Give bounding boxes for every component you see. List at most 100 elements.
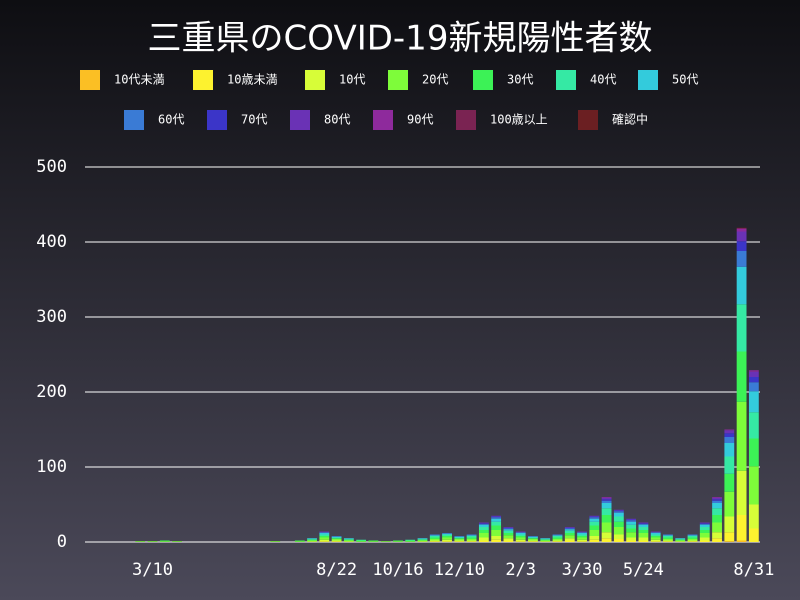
bar-segment	[540, 540, 551, 542]
legend-swatch	[388, 70, 408, 90]
bar-segment	[405, 540, 416, 542]
bar-segment	[626, 540, 637, 542]
bar-segment	[724, 516, 735, 533]
bar-segment	[589, 539, 600, 542]
bar-segment	[466, 535, 477, 536]
bar-segment	[724, 532, 735, 542]
bar-segment	[626, 528, 637, 533]
y-tick-label: 300	[36, 307, 67, 327]
bar-segment	[356, 541, 367, 542]
bar-segment	[601, 500, 612, 503]
bar-segment	[356, 540, 367, 542]
bar-segment	[650, 536, 661, 538]
bar-segment	[687, 534, 698, 536]
bar-segment	[343, 539, 354, 540]
bar-segment	[319, 537, 330, 540]
bar-segment	[613, 521, 624, 527]
bar-segment	[503, 528, 514, 530]
legend-label: 70代	[241, 113, 267, 127]
legend-label: 10代未満	[114, 73, 164, 87]
bar-segment	[736, 470, 747, 515]
bar-segment	[650, 541, 661, 542]
bar-segment	[417, 538, 428, 539]
bar-segment	[491, 530, 502, 536]
bar-segment	[613, 534, 624, 539]
bar-segment	[687, 536, 698, 538]
bar-segment	[491, 515, 502, 517]
bar-segment	[442, 533, 452, 534]
bar-segment	[491, 525, 502, 530]
bar-segment	[429, 536, 440, 538]
bar-segment	[503, 540, 514, 542]
bar-segment	[528, 539, 538, 541]
chart-title: 三重県のCOVID-19新規陽性者数	[148, 19, 653, 59]
bar-segment	[540, 541, 551, 542]
bar-segment	[159, 541, 170, 542]
bar-segment	[491, 521, 502, 526]
bar-segment	[442, 534, 452, 536]
bar-segment	[699, 533, 710, 538]
bar-segment	[564, 538, 575, 541]
bar-segment	[675, 538, 686, 539]
bar-segment	[748, 382, 759, 392]
bar-segment	[429, 539, 440, 541]
bar-segment	[478, 527, 489, 530]
bar-segment	[540, 539, 551, 540]
bar-segment	[515, 534, 526, 536]
bar-segment	[748, 504, 759, 529]
bar-segment	[442, 533, 452, 535]
bar-segment	[601, 532, 612, 539]
bar-segment	[687, 540, 698, 542]
bar-segment	[748, 412, 759, 439]
bar-segment	[478, 540, 489, 542]
bar-segment	[712, 532, 722, 539]
bar-segment	[736, 515, 747, 541]
legend-label: 50代	[672, 73, 698, 87]
bar-segment	[712, 522, 722, 533]
bar-segment	[712, 500, 722, 503]
bar-segment	[368, 541, 379, 542]
bar-segment	[540, 538, 551, 539]
bar-segment	[442, 537, 452, 540]
bar-segment	[650, 537, 661, 540]
bar-segment	[613, 512, 624, 517]
bar-segment	[724, 473, 735, 492]
legend-label: 30代	[507, 73, 533, 87]
bar-segment	[589, 516, 600, 518]
bar-segment	[712, 497, 722, 498]
y-tick-label: 0	[57, 532, 67, 552]
bar-segment	[699, 524, 710, 525]
bar-segment	[687, 535, 698, 536]
bar-segment	[319, 536, 330, 538]
bar-segment	[699, 540, 710, 542]
bar-segment	[663, 537, 673, 539]
bar-segment	[552, 536, 563, 538]
bar-segment	[417, 539, 428, 540]
bar-segment	[638, 524, 649, 525]
bar-segment	[736, 401, 747, 471]
bar-segment	[724, 491, 735, 517]
bar-segment	[663, 535, 673, 536]
bar-segment	[552, 537, 563, 539]
bar-segment	[663, 540, 673, 542]
bar-segment	[650, 532, 661, 533]
bar-segment	[736, 266, 747, 305]
legend-swatch	[207, 110, 227, 130]
bar-segment	[478, 524, 489, 525]
bar-segment	[699, 522, 710, 524]
bar-segment	[319, 534, 330, 536]
bar-segment	[748, 466, 759, 505]
bar-segment	[724, 430, 735, 434]
bar-segment	[564, 529, 575, 531]
bar-segment	[663, 534, 673, 536]
bar-segment	[577, 533, 587, 535]
bar-segment	[454, 540, 465, 542]
bar-segment	[638, 530, 649, 533]
bar-segment	[356, 539, 367, 541]
bar-segment	[540, 539, 551, 541]
legend-label: 10代	[339, 73, 365, 87]
bar-segment	[663, 541, 673, 542]
bar-segment	[687, 539, 698, 541]
x-tick-label: 8/31	[733, 560, 774, 580]
